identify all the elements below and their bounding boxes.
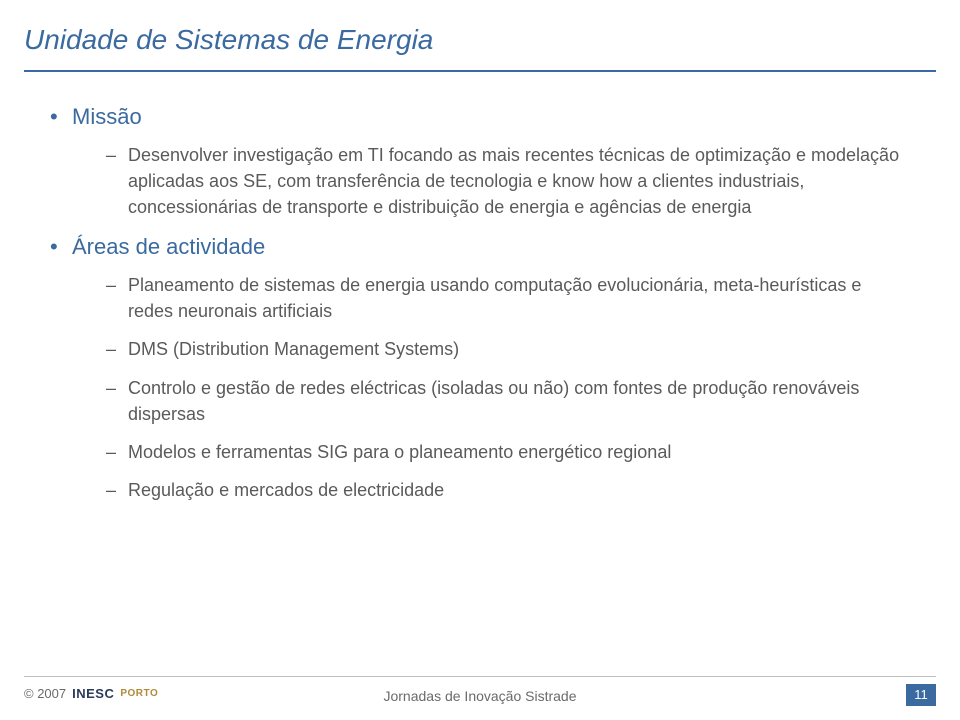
bullet-lvl2: Planeamento de sistemas de energia usand…	[106, 272, 910, 324]
bullet-lvl2: DMS (Distribution Management Systems)	[106, 336, 910, 362]
slide: Unidade de Sistemas de Energia Missão De…	[0, 0, 960, 720]
bullet-lvl1: Missão	[50, 104, 910, 130]
footer-center: Jornadas de Inovação Sistrade	[0, 688, 960, 704]
bullet-lvl2: Regulação e mercados de electricidade	[106, 477, 910, 503]
bullet-lvl2: Desenvolver investigação em TI focando a…	[106, 142, 910, 220]
bullet-lvl2: Modelos e ferramentas SIG para o planeam…	[106, 439, 910, 465]
title-rule	[24, 70, 936, 72]
slide-content: Missão Desenvolver investigação em TI fo…	[50, 90, 910, 515]
bullet-lvl1: Áreas de actividade	[50, 234, 910, 260]
footer-rule	[24, 676, 936, 677]
page-number-badge: 11	[906, 684, 936, 706]
slide-footer: © 2007 INESCPORTO Jornadas de Inovação S…	[0, 676, 960, 720]
slide-title: Unidade de Sistemas de Energia	[24, 24, 433, 56]
bullet-lvl2: Controlo e gestão de redes eléctricas (i…	[106, 375, 910, 427]
